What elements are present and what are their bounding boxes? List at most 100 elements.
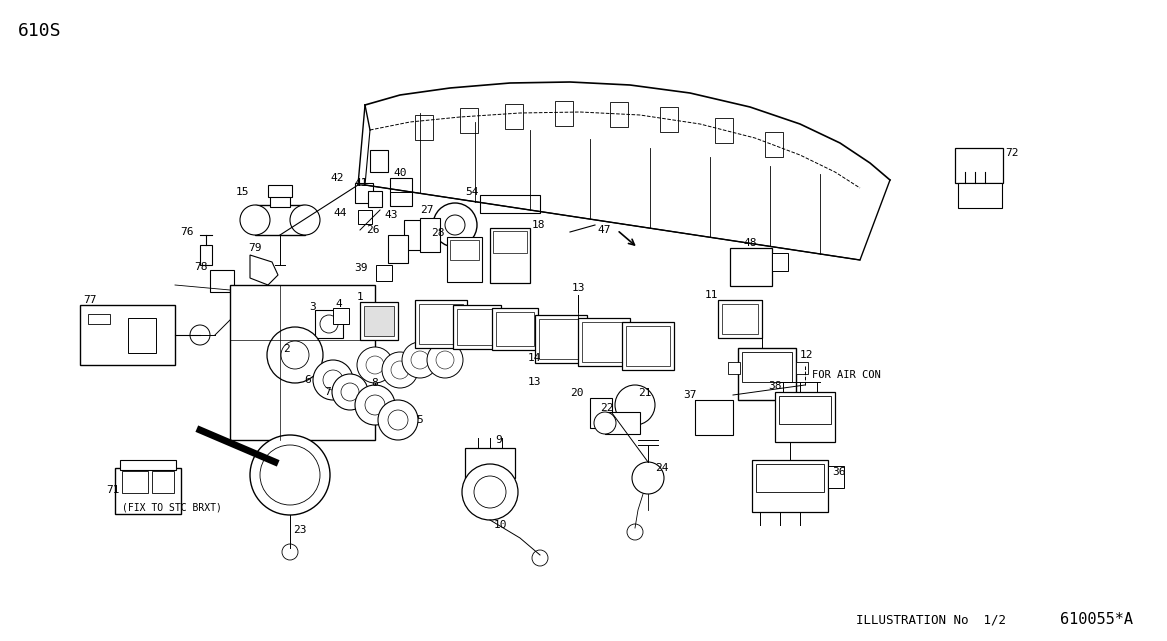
Bar <box>123 471 148 493</box>
Bar <box>368 191 382 207</box>
Circle shape <box>240 205 270 235</box>
Bar <box>775 392 836 442</box>
Text: 54: 54 <box>466 187 478 197</box>
Bar <box>605 412 640 434</box>
Text: 6: 6 <box>305 375 312 385</box>
Text: 13: 13 <box>527 377 540 387</box>
Text: 13: 13 <box>572 283 585 293</box>
Circle shape <box>313 360 352 400</box>
Circle shape <box>532 550 548 566</box>
Text: 27: 27 <box>420 205 434 215</box>
Text: ILLUSTRATION No  1/2: ILLUSTRATION No 1/2 <box>857 613 1006 626</box>
Bar <box>358 210 372 224</box>
Circle shape <box>382 352 418 388</box>
Bar <box>419 304 463 344</box>
Circle shape <box>250 435 330 515</box>
Circle shape <box>365 395 385 415</box>
Text: 77: 77 <box>83 295 97 305</box>
Circle shape <box>462 464 518 520</box>
Text: 1: 1 <box>356 292 363 302</box>
Bar <box>626 326 670 366</box>
Text: 26: 26 <box>366 225 380 235</box>
Text: 24: 24 <box>655 463 669 473</box>
Bar <box>387 235 408 263</box>
Bar <box>578 318 630 366</box>
Text: 41: 41 <box>355 178 368 188</box>
Bar <box>453 305 501 349</box>
Bar <box>200 245 212 265</box>
Text: 8: 8 <box>371 378 378 388</box>
Text: 3: 3 <box>309 302 316 312</box>
Bar <box>370 150 387 172</box>
Circle shape <box>281 341 309 369</box>
Bar <box>492 231 527 253</box>
Circle shape <box>267 327 323 383</box>
Circle shape <box>355 385 394 425</box>
Text: 5: 5 <box>417 415 424 425</box>
Bar <box>128 318 156 353</box>
Text: 47: 47 <box>598 225 610 235</box>
Text: 43: 43 <box>384 210 398 220</box>
Bar <box>696 400 733 435</box>
Bar <box>256 205 305 235</box>
Bar <box>591 398 612 428</box>
Text: 71: 71 <box>106 485 120 495</box>
Text: 610S: 610S <box>18 22 62 40</box>
Text: 4: 4 <box>335 299 342 309</box>
Bar <box>722 304 759 334</box>
Bar <box>534 315 587 363</box>
Circle shape <box>391 361 408 379</box>
Circle shape <box>474 476 506 508</box>
Bar <box>955 148 1002 183</box>
Bar <box>450 240 478 260</box>
Circle shape <box>445 215 464 235</box>
Bar <box>268 185 292 197</box>
Bar <box>582 322 626 362</box>
Bar <box>496 312 534 346</box>
Text: 40: 40 <box>393 168 407 178</box>
Bar <box>796 362 808 374</box>
Bar <box>490 228 530 283</box>
Bar <box>270 195 291 207</box>
Bar <box>120 460 176 470</box>
Circle shape <box>594 412 616 434</box>
Bar <box>464 448 515 478</box>
Bar <box>415 300 467 348</box>
Bar <box>715 118 733 143</box>
Text: 7: 7 <box>324 387 331 397</box>
Bar <box>404 220 424 250</box>
Text: 12: 12 <box>801 350 813 360</box>
Bar <box>376 265 392 281</box>
Text: 36: 36 <box>832 467 846 477</box>
Bar <box>738 348 796 400</box>
Bar <box>505 104 523 129</box>
Text: 20: 20 <box>571 388 584 398</box>
Circle shape <box>366 356 384 374</box>
Text: 76: 76 <box>181 227 194 237</box>
Text: 9: 9 <box>495 435 502 445</box>
Bar <box>766 132 783 157</box>
Circle shape <box>378 400 418 440</box>
Bar <box>742 352 792 382</box>
Bar <box>539 319 584 359</box>
Text: 10: 10 <box>494 520 508 530</box>
Circle shape <box>633 462 664 494</box>
Text: 48: 48 <box>743 238 756 248</box>
Circle shape <box>291 205 320 235</box>
Bar <box>210 270 235 292</box>
Text: 14: 14 <box>527 353 540 363</box>
Text: 15: 15 <box>236 187 249 197</box>
Bar <box>447 237 482 282</box>
Text: 38: 38 <box>769 381 782 391</box>
Bar <box>420 218 440 252</box>
Circle shape <box>190 325 210 345</box>
Circle shape <box>627 524 643 540</box>
Text: FOR AIR CON: FOR AIR CON <box>812 370 881 380</box>
Bar <box>333 308 349 324</box>
Text: 78: 78 <box>195 262 208 272</box>
Circle shape <box>260 445 320 505</box>
Bar <box>457 309 497 345</box>
Text: 11: 11 <box>705 290 718 300</box>
Bar <box>728 362 740 374</box>
Bar <box>661 107 678 132</box>
